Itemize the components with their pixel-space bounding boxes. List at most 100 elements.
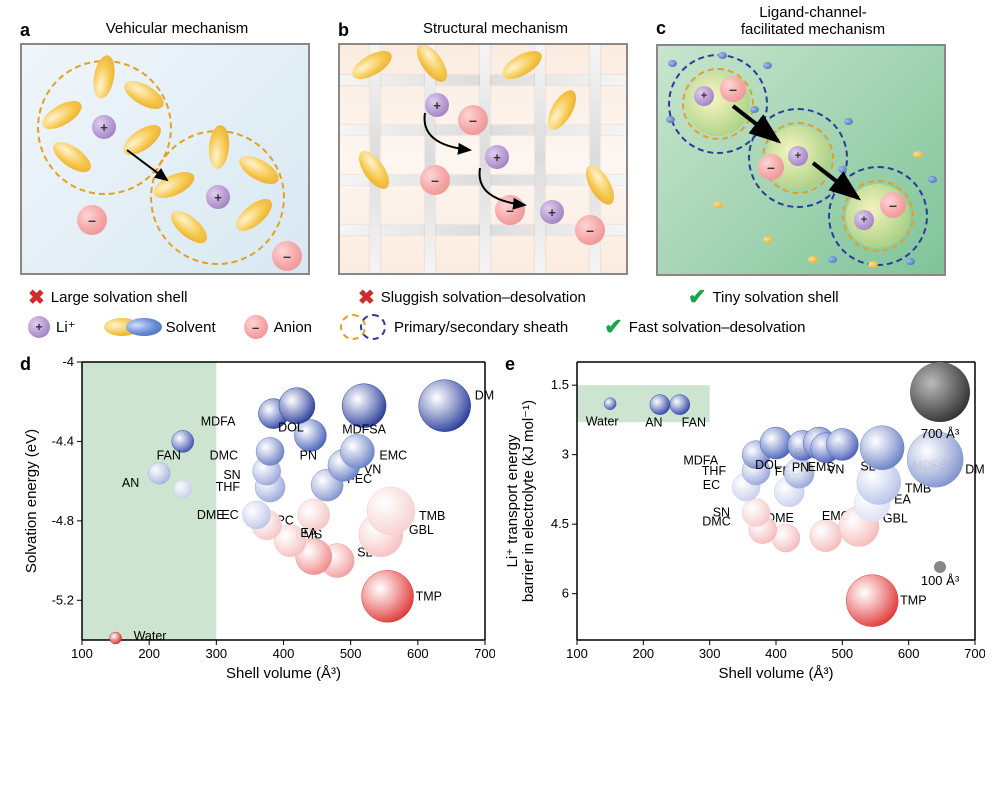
svg-text:Li⁺ transport energy: Li⁺ transport energy	[505, 434, 521, 567]
panel-b: b Structural mechanism +	[338, 20, 638, 276]
solvent-dot	[868, 261, 878, 268]
arrow-icon	[470, 160, 550, 220]
legend-row-2: + Li⁺ Solvent – Anion Primary/secondary …	[28, 314, 980, 340]
legend-item: ✖ Sluggish solvation–desolvation	[358, 285, 648, 310]
svg-text:TMB: TMB	[419, 509, 445, 523]
panel-d-label: d	[20, 354, 31, 375]
svg-text:700: 700	[474, 646, 495, 661]
panel-e: e 1002003004005006007001.534.56Shell vol…	[505, 354, 985, 689]
svg-text:Water: Water	[586, 415, 619, 429]
svg-text:100 Å³: 100 Å³	[921, 573, 960, 588]
panel-c-label: c	[656, 18, 666, 39]
legend-text: Anion	[274, 319, 312, 336]
legend-sheath: Primary/secondary sheath	[340, 314, 568, 340]
svg-text:TMP: TMP	[416, 589, 442, 603]
svg-text:500: 500	[831, 646, 853, 661]
anion-icon: –	[244, 315, 268, 339]
li-ion-icon: +	[92, 115, 116, 139]
panel-a: a Vehicular mechanism + + – –	[20, 20, 320, 276]
panel-a-box: + + – –	[20, 43, 310, 275]
svg-text:700 Å³: 700 Å³	[921, 426, 960, 441]
anion-icon: –	[575, 215, 605, 245]
svg-text:Solvation energy (eV): Solvation energy (eV)	[23, 429, 40, 573]
svg-text:Shell volume (Å³): Shell volume (Å³)	[226, 665, 341, 682]
svg-text:MDFSA: MDFSA	[342, 423, 386, 437]
svg-text:DME: DME	[197, 508, 225, 522]
panel-e-label: e	[505, 354, 515, 375]
svg-text:GBL: GBL	[409, 523, 434, 537]
solvent-dot	[668, 60, 677, 67]
anion-icon: –	[720, 76, 746, 102]
legend-item: ✖ Large solvation shell	[28, 285, 318, 310]
grid-line	[535, 45, 545, 273]
figure-root: a Vehicular mechanism + + – –	[0, 0, 1000, 794]
solvent-dot	[713, 201, 723, 208]
legend-text: Fast solvation–desolvation	[629, 319, 806, 336]
solvent-dot	[763, 62, 772, 69]
panel-c: c Ligand-channel-facilitated mechanism +…	[656, 20, 956, 276]
svg-text:MDFA: MDFA	[201, 415, 236, 429]
svg-text:400: 400	[273, 646, 295, 661]
anion-icon: –	[77, 205, 107, 235]
legend-text: Solvent	[166, 319, 216, 336]
panel-d: d 100200300400500600700-4-4.4-4.8-5.2She…	[20, 354, 495, 689]
svg-text:300: 300	[205, 646, 227, 661]
svg-text:VN: VN	[827, 463, 844, 477]
svg-text:Water: Water	[134, 629, 167, 643]
check-icon: ✔	[604, 314, 622, 340]
solvent-dot	[808, 256, 818, 263]
svg-text:TMP: TMP	[900, 594, 926, 608]
svg-text:6: 6	[562, 586, 569, 601]
svg-text:AN: AN	[645, 416, 662, 430]
sheath-rings-icon	[340, 314, 388, 340]
svg-text:DMC: DMC	[210, 448, 238, 462]
solvent-dot	[763, 236, 773, 243]
svg-text:300: 300	[699, 646, 721, 661]
svg-text:-4.4: -4.4	[52, 433, 74, 448]
svg-text:FAN: FAN	[157, 448, 181, 462]
solvent-pair-icon	[104, 315, 160, 339]
solvent-dot	[666, 116, 675, 123]
legend-text: Tiny solvation shell	[712, 289, 838, 306]
svg-text:1.5: 1.5	[551, 377, 569, 392]
svg-text:PN: PN	[300, 448, 317, 462]
x-icon: ✖	[28, 285, 45, 310]
svg-text:FAN: FAN	[682, 416, 706, 430]
solvent-dot	[913, 151, 923, 158]
svg-text:100: 100	[566, 646, 588, 661]
legend-li: + Li⁺	[28, 316, 76, 338]
svg-text:EC: EC	[703, 478, 720, 492]
top-panels: a Vehicular mechanism + + – –	[20, 20, 980, 276]
svg-text:700: 700	[964, 646, 985, 661]
solvent-dot	[906, 258, 915, 265]
legend-text: Li⁺	[56, 318, 76, 336]
anion-icon: –	[758, 154, 784, 180]
svg-text:100: 100	[71, 646, 93, 661]
svg-text:DMMS: DMMS	[965, 462, 985, 476]
legend-item: ✔ Fast solvation–desolvation	[604, 314, 805, 340]
svg-text:4.5: 4.5	[551, 516, 569, 531]
panel-b-label: b	[338, 20, 349, 41]
anion-icon: –	[880, 192, 906, 218]
scatter-d-svg: 100200300400500600700-4-4.4-4.8-5.2Shell…	[20, 354, 495, 684]
legend-text: Large solvation shell	[51, 289, 188, 306]
legend-solvent: Solvent	[104, 315, 216, 339]
svg-text:200: 200	[138, 646, 160, 661]
arrow-icon	[808, 158, 878, 213]
legend-text: Primary/secondary sheath	[394, 319, 568, 336]
solvent-dot	[718, 52, 727, 59]
svg-text:DOL: DOL	[278, 421, 304, 435]
li-ion-icon: +	[854, 210, 874, 230]
check-icon: ✔	[688, 284, 706, 310]
svg-text:-4.8: -4.8	[52, 513, 74, 528]
svg-text:SN: SN	[223, 468, 240, 482]
svg-text:500: 500	[340, 646, 362, 661]
x-icon: ✖	[358, 285, 375, 310]
arrow-icon	[122, 145, 182, 195]
solvent-dot	[828, 256, 837, 263]
panel-b-title: Structural mechanism	[423, 20, 568, 37]
legend-item: ✔ Tiny solvation shell	[688, 284, 839, 310]
svg-text:MDFA: MDFA	[683, 454, 718, 468]
svg-text:400: 400	[765, 646, 787, 661]
li-ion-icon: +	[694, 86, 714, 106]
